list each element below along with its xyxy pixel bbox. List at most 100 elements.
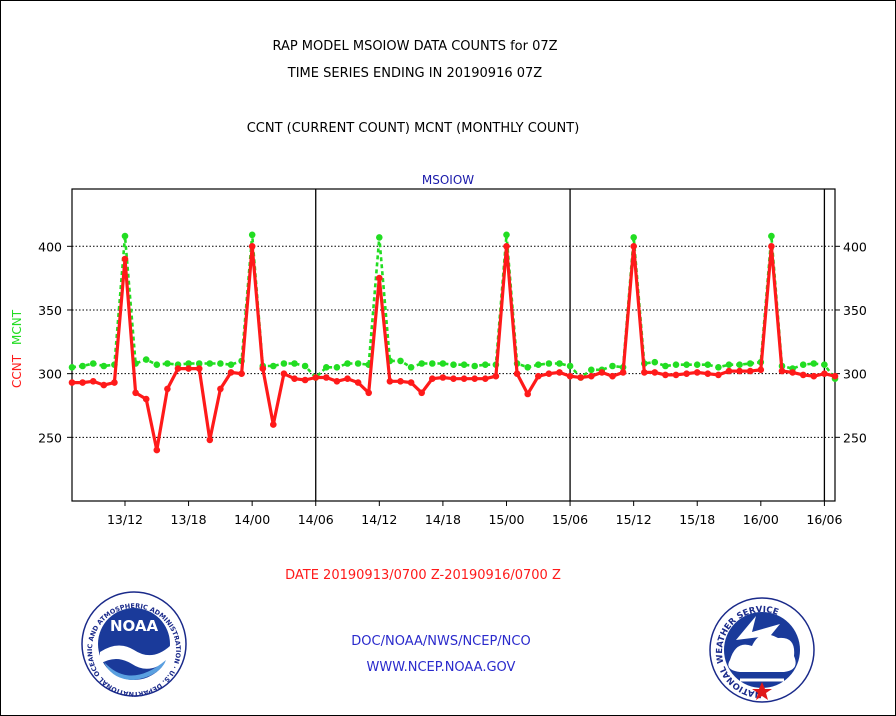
- noaa-logo-text: NOAA: [110, 617, 159, 635]
- data-point-mcnt: [535, 361, 542, 369]
- data-point-ccnt: [407, 379, 415, 386]
- data-point-ccnt: [248, 243, 256, 250]
- y-tick-label: 300: [843, 367, 867, 382]
- x-tick-label: 14/18: [425, 512, 461, 527]
- y-axis-label-ccnt: CCNT: [10, 354, 24, 388]
- plot-border: [71, 188, 836, 502]
- data-point-ccnt: [768, 243, 775, 250]
- x-tick-label: 14/00: [234, 512, 270, 527]
- footer-url[interactable]: WWW.NCEP.NOAA.GOV: [367, 660, 516, 675]
- data-point-ccnt: [598, 369, 606, 376]
- series-line-ccnt: [72, 244, 836, 452]
- x-ticks: 13/12 13/18 14/00 14/06 14/12 14/18 15/00 15/06…: [107, 501, 842, 527]
- panel-label: MSOIOW: [422, 173, 474, 187]
- data-point-ccnt: [217, 385, 224, 393]
- data-point-ccnt: [195, 365, 203, 372]
- data-point-ccnt: [736, 367, 743, 375]
- data-point-mcnt: [683, 361, 690, 369]
- y-ticks-left: 250 300 350 400: [38, 239, 72, 445]
- data-point-ccnt: [503, 243, 510, 250]
- data-point-ccnt: [100, 381, 108, 389]
- y-axis-label-mcnt: MCNT: [10, 309, 24, 345]
- data-point-ccnt: [333, 378, 341, 385]
- y-tick-label: 400: [38, 239, 62, 254]
- data-point-ccnt: [238, 370, 245, 378]
- y-tick-label: 250: [843, 430, 867, 445]
- data-point-mcnt: [566, 362, 574, 370]
- footer-org: DOC/NOAA/NWS/NCEP/NCO: [351, 634, 530, 649]
- x-tick-label: 15/18: [679, 512, 715, 527]
- data-point-ccnt: [588, 372, 595, 380]
- data-point-mcnt: [460, 361, 468, 369]
- data-point-mcnt: [662, 362, 669, 370]
- data-point-ccnt: [715, 371, 722, 379]
- data-point-mcnt: [206, 360, 214, 367]
- data-point-ccnt: [672, 371, 680, 379]
- data-point-ccnt: [344, 375, 351, 383]
- data-point-mcnt: [323, 364, 330, 371]
- series-group: [68, 231, 839, 454]
- data-point-ccnt: [227, 369, 235, 376]
- chart-title-line2: TIME SERIES ENDING IN 20190916 07Z: [287, 66, 543, 81]
- data-point-mcnt: [270, 362, 277, 370]
- svg-text:NATIONAL OCEANIC AND ATMOSPHER: NATIONAL OCEANIC AND ATMOSPHERIC ADMINIS…: [0, 0, 182, 698]
- data-point-ccnt: [577, 374, 584, 381]
- data-point-mcnt: [164, 360, 171, 367]
- data-point-ccnt: [513, 370, 521, 378]
- data-point-ccnt: [291, 375, 298, 383]
- data-point-ccnt: [799, 371, 807, 379]
- data-point-mcnt: [503, 231, 510, 239]
- data-point-ccnt: [397, 378, 404, 385]
- data-point-ccnt: [429, 375, 436, 383]
- data-point-ccnt: [556, 369, 563, 376]
- data-point-mcnt: [301, 362, 309, 370]
- data-point-mcnt: [227, 361, 235, 369]
- data-point-ccnt: [312, 374, 320, 381]
- data-point-ccnt: [524, 390, 531, 398]
- data-point-ccnt: [662, 371, 669, 379]
- data-point-ccnt: [439, 374, 447, 381]
- x-tick-label: 15/00: [488, 512, 524, 527]
- data-point-mcnt: [693, 361, 701, 369]
- data-point-ccnt: [301, 376, 309, 384]
- data-point-ccnt: [89, 378, 97, 385]
- noaa-ring-text: NATIONAL OCEANIC AND ATMOSPHERIC ADMINIS…: [0, 0, 182, 698]
- data-point-mcnt: [471, 362, 479, 370]
- data-point-mcnt: [153, 361, 161, 369]
- y-tick-label: 250: [38, 430, 62, 445]
- x-tick-label: 13/18: [171, 512, 207, 527]
- data-point-ccnt: [376, 274, 383, 282]
- data-point-mcnt: [185, 360, 192, 367]
- chart-title-line1: RAP MODEL MSOIOW DATA COUNTS for 07Z: [272, 39, 557, 54]
- y-tick-label: 350: [843, 303, 867, 318]
- data-point-mcnt: [407, 364, 415, 371]
- data-point-mcnt: [291, 360, 298, 367]
- y-ticks-right: 250 300 350 400: [835, 239, 867, 445]
- plot-area: 250 300 350 400 250 300 350 400 13/12 13/18 14/0…: [38, 188, 867, 527]
- data-point-ccnt: [354, 379, 362, 386]
- data-point-ccnt: [630, 243, 637, 250]
- data-point-mcnt: [142, 356, 150, 363]
- x-tick-label: 15/06: [552, 512, 588, 527]
- data-point-mcnt: [397, 357, 404, 365]
- data-point-mcnt: [354, 360, 362, 367]
- data-point-mcnt: [79, 362, 86, 370]
- data-point-mcnt: [768, 232, 775, 240]
- x-tick-label: 13/12: [107, 512, 143, 527]
- data-point-ccnt: [386, 378, 394, 385]
- data-point-mcnt: [736, 361, 743, 369]
- x-tick-label: 15/12: [616, 512, 652, 527]
- data-point-ccnt: [280, 370, 288, 378]
- data-point-ccnt: [535, 372, 542, 380]
- date-range: DATE 20190913/0700 Z-20190916/0700 Z: [285, 568, 561, 583]
- series-mcnt: [68, 231, 839, 383]
- data-point-ccnt: [365, 389, 373, 397]
- chart-subtitle: CCNT (CURRENT COUNT) MCNT (MONTHLY COUNT…: [247, 121, 580, 136]
- data-point-ccnt: [79, 379, 86, 386]
- data-point-mcnt: [248, 231, 256, 239]
- data-point-mcnt: [746, 360, 754, 367]
- data-point-ccnt: [153, 446, 161, 454]
- data-point-ccnt: [460, 375, 468, 383]
- data-point-mcnt: [672, 361, 680, 369]
